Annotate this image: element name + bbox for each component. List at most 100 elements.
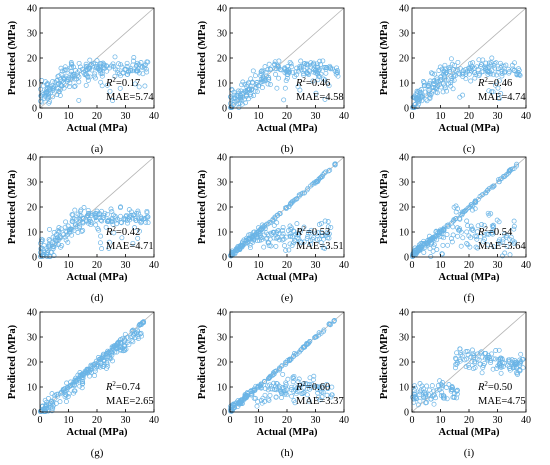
data-point (319, 383, 325, 389)
data-point (58, 234, 64, 240)
data-point (301, 345, 307, 350)
data-point (504, 244, 510, 249)
data-point (308, 227, 314, 233)
y-axis-label: Predicted (MPa) (7, 169, 18, 244)
y-tick-label: 20 (217, 203, 227, 214)
data-point (472, 365, 478, 371)
data-point (426, 88, 432, 94)
data-point (465, 205, 471, 211)
data-point (72, 207, 78, 213)
data-point (453, 355, 458, 361)
data-point (99, 360, 105, 366)
data-point (69, 219, 75, 224)
panel-label: (c) (463, 143, 476, 155)
data-point (137, 322, 143, 328)
data-point (108, 206, 114, 212)
data-point (506, 69, 512, 75)
data-point (319, 389, 325, 395)
data-point (288, 384, 294, 390)
data-point (270, 229, 276, 235)
data-point (75, 230, 81, 235)
scatter-panel: 0 10 20 30 40 0 10 20 30 40 Actual (MPa) Predicted … (197, 153, 349, 305)
mae-annotation: MAE=5.74 (106, 92, 154, 103)
data-point (444, 396, 450, 402)
data-point (54, 391, 60, 397)
data-point (415, 402, 421, 408)
data-point (332, 318, 337, 323)
data-point (486, 60, 492, 66)
data-point (125, 71, 131, 77)
data-point (440, 242, 446, 248)
y-tick-label: 30 (27, 333, 37, 344)
data-point (499, 73, 505, 79)
data-point (239, 101, 245, 107)
data-point (291, 229, 297, 234)
data-point (305, 234, 311, 239)
data-point (491, 183, 497, 189)
data-point (296, 192, 302, 198)
data-point (332, 162, 338, 168)
data-point (252, 73, 258, 79)
data-point (98, 233, 104, 239)
data-point (100, 60, 106, 66)
data-point (236, 245, 242, 251)
data-point (283, 360, 289, 366)
data-point (458, 352, 464, 358)
data-point (45, 243, 51, 249)
data-point (269, 383, 274, 389)
data-point (507, 167, 513, 173)
data-point (48, 249, 54, 255)
data-point (41, 95, 47, 101)
x-tick-label: 0 (38, 415, 43, 426)
data-point (415, 247, 421, 253)
data-point (141, 65, 147, 71)
data-point (457, 357, 463, 363)
y-axis-label: Predicted (MPa) (197, 324, 208, 399)
data-point (449, 78, 455, 84)
data-point (80, 228, 86, 233)
data-point (418, 387, 424, 393)
data-point (449, 61, 455, 67)
data-point (496, 347, 502, 353)
data-point (253, 395, 258, 401)
data-point (294, 385, 300, 391)
data-point (433, 228, 439, 234)
x-axis-label: Actual (MPa) (257, 427, 318, 438)
data-point (490, 72, 496, 78)
data-point (279, 391, 285, 397)
data-point (477, 350, 483, 356)
data-point (61, 232, 67, 238)
data-point (131, 332, 136, 338)
data-point (298, 382, 303, 388)
data-point (262, 225, 268, 231)
data-point (71, 383, 77, 389)
data-point (115, 70, 121, 76)
x-tick-label: 0 (228, 415, 233, 426)
mae-annotation: MAE=4.74 (478, 92, 526, 103)
data-point (291, 351, 297, 356)
data-point (497, 237, 502, 243)
data-point (259, 68, 265, 74)
data-point (490, 184, 496, 190)
data-point (283, 78, 289, 84)
data-point (326, 83, 332, 89)
data-point (83, 61, 89, 67)
data-point (427, 236, 433, 242)
x-tick-label: 10 (436, 415, 446, 426)
data-point (289, 393, 295, 399)
data-point (68, 60, 74, 65)
data-point (228, 406, 234, 412)
data-point (452, 62, 458, 68)
data-point (230, 250, 236, 256)
data-point (441, 235, 447, 241)
data-point (245, 389, 250, 395)
data-point (248, 233, 254, 239)
data-point (114, 349, 120, 355)
data-point (321, 327, 327, 333)
data-point (459, 353, 465, 359)
y-tick-label: 10 (399, 79, 409, 90)
data-point (288, 387, 294, 393)
data-point (251, 93, 256, 99)
data-point (451, 394, 457, 400)
data-point (316, 176, 322, 182)
